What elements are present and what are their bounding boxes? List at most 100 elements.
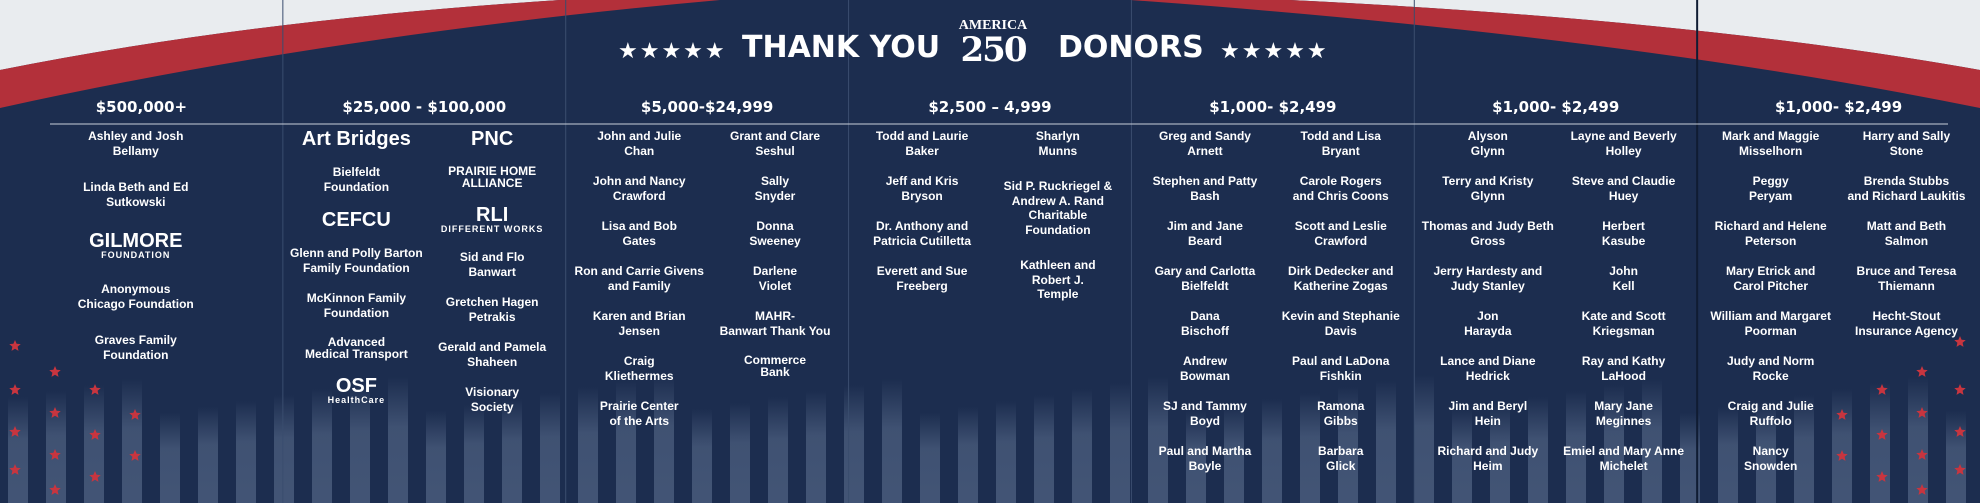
donor-name: Mary Etrick and Carol Pitcher	[1725, 264, 1816, 293]
donor-name: Dirk Dedecker and Katherine Zogas	[1288, 264, 1394, 293]
donor-name: Anonymous Chicago Foundation	[77, 282, 194, 311]
donor-panel: $500,000+ Ashley and Josh Bellamy Linda Be…	[0, 0, 283, 503]
donor-name: Sharlyn Munns	[1035, 129, 1080, 158]
stripe	[1642, 379, 1662, 503]
donor-name: Mary Jane Meginnes	[1594, 399, 1653, 428]
donor-column: Ashley and Josh Bellamy Linda Beth and Ed…	[66, 129, 206, 362]
stripe	[502, 399, 522, 503]
stripe	[1718, 407, 1738, 503]
star	[1876, 471, 1888, 482]
stripe	[1376, 381, 1396, 503]
donor-name: Jerry Hardesty and Judy Stanley	[1433, 264, 1543, 293]
stripe	[1756, 401, 1776, 503]
donor-name: Judy and Norm Rocke	[1726, 354, 1815, 383]
stripe	[730, 403, 750, 503]
stripe	[958, 407, 978, 503]
star	[89, 471, 101, 482]
stars: ★★★★★	[1220, 39, 1329, 64]
donor-name: Kate and Scott Kriegsman	[1581, 309, 1666, 338]
logo-text: AMERICA	[958, 18, 1028, 33]
donor-name: Barbara Glick	[1318, 444, 1364, 473]
donor-column: Art Bridges Bielfeldt Foundation CEFCU Glen…	[286, 129, 426, 405]
stripe	[46, 391, 66, 503]
stripe	[1148, 377, 1168, 503]
star	[1954, 336, 1966, 347]
logo-text: Art Bridges	[301, 128, 411, 150]
donor-name: Andrew Bowman	[1179, 354, 1230, 383]
donor-name: Ron and Carrie Givens and Family	[574, 264, 704, 293]
donor-column: Todd and Lisa Bryant Carole Rogers and Ch…	[1271, 129, 1411, 473]
stripe	[1566, 391, 1586, 503]
title: DONORS	[1058, 30, 1204, 65]
donor-panel: $5,000-$24,999 John and Julie Chan John an…	[566, 0, 849, 503]
star	[1836, 450, 1848, 461]
star	[49, 407, 61, 418]
star	[1916, 407, 1928, 418]
donor-column: Greg and Sandy Arnett Stephen and Patty B…	[1135, 129, 1275, 473]
star	[1916, 484, 1928, 495]
donor-name: Carole Rogers and Chris Coons	[1292, 174, 1389, 203]
stripe	[1452, 409, 1472, 503]
donor-name: John and Nancy Crawford	[592, 174, 686, 203]
donor-name: Kathleen and Robert J. Temple	[1020, 258, 1096, 301]
donor-name: Matt and Beth Salmon	[1866, 219, 1947, 248]
star	[89, 384, 101, 395]
donor-name: Jim and Jane Beard	[1166, 219, 1243, 248]
tier-heading: $2,500 – 4,999	[928, 98, 1052, 116]
donor-column: Todd and Laurie Baker Jeff and Kris Bryso…	[852, 129, 992, 293]
donor-panel: $2,500 – 4,999 Todd and Laurie Baker Jeff …	[849, 0, 1132, 503]
stripe	[1262, 399, 1282, 503]
donor-name: Jeff and Kris Bryson	[885, 174, 959, 203]
donor-name: Jon Harayda	[1464, 309, 1512, 338]
tier-heading: $1,000- $2,499	[1209, 98, 1337, 116]
star	[1876, 429, 1888, 440]
stripe	[1604, 385, 1624, 503]
donor-name: Everett and Sue Freeberg	[876, 264, 968, 293]
star	[1954, 464, 1966, 475]
logo-subtext: FOUNDATION	[101, 250, 171, 260]
stripe	[1110, 383, 1130, 503]
sponsor-logo: PNC	[471, 129, 513, 149]
donor-name: Paul and LaDona Fishkin	[1292, 354, 1390, 383]
donor-name: Scott and Leslie Crawford	[1294, 219, 1387, 248]
stripe	[426, 411, 446, 503]
tier-heading: $500,000+	[95, 98, 188, 116]
star	[89, 429, 101, 440]
donor-name: Greg and Sandy Arnett	[1158, 129, 1251, 158]
star	[49, 484, 61, 495]
donor-name: Herbert Kasube	[1601, 219, 1646, 248]
logo-text: CEFCU	[321, 209, 391, 231]
stripe	[122, 379, 142, 503]
stripe	[1680, 413, 1700, 503]
donor-name: Dana Bischoff	[1180, 309, 1229, 338]
sponsor-logo: RLI DIFFERENT WORKS	[441, 205, 544, 234]
donor-name: Lance and Diane Hedrick	[1440, 354, 1536, 383]
stripe	[464, 405, 484, 503]
stripe	[578, 387, 598, 503]
donor-name: Hecht-Stout Insurance Agency	[1854, 309, 1958, 338]
donor-name: Emiel and Mary Anne Michelet	[1563, 444, 1685, 473]
donor-name: MAHR- Banwart Thank You	[719, 309, 831, 338]
donor-name: Paul and Martha Boyle	[1158, 444, 1252, 473]
logo-subtext: DIFFERENT WORKS	[440, 224, 544, 234]
donor-panel: $1,000- $2,499 Mark and Maggie Misselhorn…	[1697, 0, 1980, 503]
donor-panel: $25,000 - $100,000 Art Bridges Bielfeldt F…	[283, 0, 566, 503]
donor-name: Bielfeldt Foundation	[323, 165, 390, 194]
logo-text: PRAIRIE HOME ALLIANCE	[448, 164, 537, 190]
donor-column: PNC PRAIRIE HOME ALLIANCE RLI DIFFERENT WOR…	[422, 129, 562, 414]
donor-name: Alyson Glynn	[1467, 129, 1508, 158]
stripe	[388, 377, 408, 503]
donor-name: Craig and Julie Ruffolo	[1727, 399, 1814, 428]
title: THANK YOU	[742, 30, 941, 65]
donor-panel: $1,000- $2,499 Greg and Sandy Arnett Steph…	[1131, 0, 1414, 503]
stripe	[1528, 397, 1548, 503]
donor-name: Sid P. Ruckriegel & Andrew A. Rand Chari…	[1003, 179, 1113, 237]
stripe	[1034, 395, 1054, 503]
sponsor-logo: GILMORE FOUNDATION	[89, 231, 182, 260]
donor-name: Gretchen Hagen Petrakis	[445, 295, 539, 324]
tier-heading: $1,000- $2,499	[1774, 98, 1903, 116]
donor-name: Craig Kliethermes	[604, 354, 674, 383]
donor-name: Layne and Beverly Holley	[1570, 129, 1677, 158]
stripe	[84, 385, 104, 503]
